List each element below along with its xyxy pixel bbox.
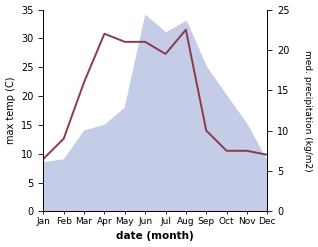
X-axis label: date (month): date (month) [116, 231, 194, 242]
Y-axis label: med. precipitation (kg/m2): med. precipitation (kg/m2) [303, 50, 313, 171]
Y-axis label: max temp (C): max temp (C) [5, 77, 16, 144]
